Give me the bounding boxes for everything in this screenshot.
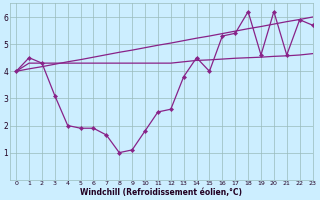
X-axis label: Windchill (Refroidissement éolien,°C): Windchill (Refroidissement éolien,°C) [80,188,242,197]
